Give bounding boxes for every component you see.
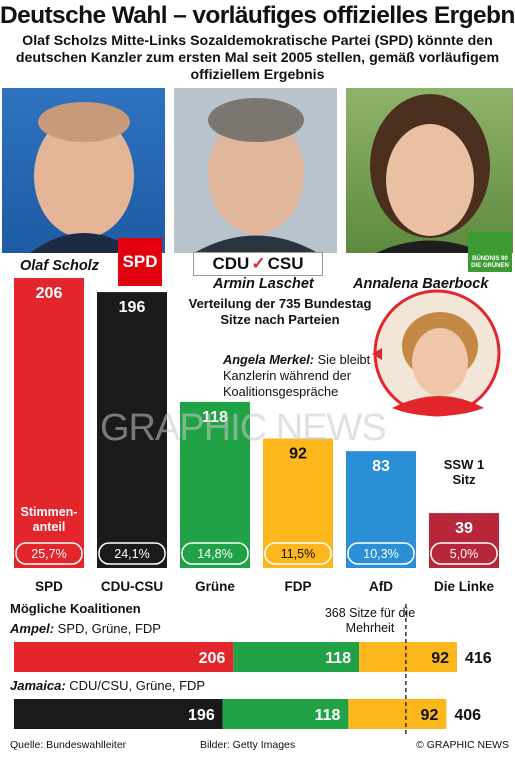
vote-share-label: Stimmen-anteil (20, 505, 78, 534)
category-label: AfD (369, 579, 393, 594)
coalition-ampel-name: Ampel: (10, 621, 55, 636)
photo-baerbock (346, 88, 513, 253)
candidate-name-laschet: Armin Laschet (213, 276, 314, 292)
vote-share-pill (15, 542, 83, 565)
coalition-segment-value: 118 (325, 650, 351, 667)
coalition-total: 416 (465, 650, 492, 667)
coalition-jamaica-parties: CDU/CSU, Grüne, FDP (65, 678, 206, 693)
majority-label: 368 Sitze für die Mehrheit (324, 606, 416, 635)
bar-value-label: 39 (455, 520, 473, 537)
portrait-baerbock (370, 94, 490, 253)
merkel-text: Sie bleibt Kanzlerin während der Koaliti… (223, 352, 371, 399)
coalition-segment (14, 699, 223, 729)
vote-share-pill (264, 542, 332, 565)
bar-value-label: 118 (202, 409, 228, 426)
vote-share-label: 10,3% (363, 547, 398, 561)
merkel-portrait (372, 289, 501, 417)
category-label: SPD (35, 579, 63, 594)
vote-share-label: 14,8% (197, 547, 232, 561)
vote-share-pill (181, 542, 249, 565)
candidate-name-baerbock: Annalena Baerbock (353, 276, 489, 292)
seats-bar-chart: 206 25,7% SPD 196 24,1% CDU-CSU 118 14,8% Grüne 9… (14, 278, 499, 594)
vote-share-pill (347, 542, 415, 565)
footer-images: Bilder: Getty Images (200, 739, 296, 751)
category-label: CDU-CSU (101, 579, 163, 594)
candidate-name-scholz: Olaf Scholz (20, 258, 99, 274)
coalition-segment-value: 118 (315, 707, 341, 724)
coalition-ampel-parties: SPD, Grüne, FDP (54, 621, 161, 636)
vote-share-label: 25,7% (31, 547, 66, 561)
coalition-segment-value: 196 (188, 707, 215, 724)
coalition-segment-value: 92 (431, 650, 449, 667)
bar-grüne (180, 401, 250, 568)
green-party-logo: BÜNDNIS 90 DIE GRÜNEN (468, 232, 512, 272)
vote-share-label: 5,0% (450, 547, 479, 561)
coalition-segment (233, 642, 360, 672)
merkel-name: Angela Merkel: (223, 352, 315, 367)
footer-credit: © GRAPHIC NEWS (416, 739, 509, 751)
ssw-note: SSW 1 Sitz (443, 457, 485, 487)
coalition-segment (348, 699, 447, 729)
coalition-segment (222, 699, 349, 729)
watermark: GRAPHIC NEWS (100, 407, 387, 449)
coalition-segment-value: 92 (421, 707, 439, 724)
vote-share-label: 11,5% (281, 547, 316, 561)
cdu-logo-text: CDU (212, 254, 250, 273)
bar-value-label: 196 (119, 299, 146, 316)
coalition-segment (14, 642, 234, 672)
category-label: Die Linke (434, 579, 495, 594)
photo-laschet (174, 88, 337, 253)
coalition-ampel-label: Ampel: SPD, Grüne, FDP (10, 621, 161, 636)
coalition-jamaica-label: Jamaica: CDU/CSU, Grüne, FDP (10, 678, 205, 693)
bar-spd (14, 278, 84, 568)
cdu-csu-logo: CDU ✓ CSU (193, 252, 323, 276)
bar-value-label: 206 (36, 285, 63, 302)
page-title: Deutsche Wahl – vorläufiges offizielles … (0, 2, 515, 29)
portrait-laschet (194, 98, 318, 253)
seats-note: Verteilung der 735 Bundestag Sitze nach … (188, 296, 372, 327)
bar-value-label: 92 (289, 445, 307, 462)
vote-share-pill (430, 542, 498, 565)
coalition-total: 406 (454, 707, 481, 724)
bar-cdu-csu (97, 292, 167, 568)
coalition-segment-value: 206 (199, 650, 226, 667)
vote-share-label: 24,1% (114, 547, 149, 561)
merkel-note: Angela Merkel: Sie bleibt Kanzlerin währ… (223, 352, 383, 400)
coalition-segment (359, 642, 457, 672)
photo-scholz (2, 88, 165, 253)
subtitle: Olaf Scholzs Mitte-Links Sozaldemokratis… (15, 33, 500, 83)
vote-share-pill (98, 542, 166, 565)
category-label: FDP (285, 579, 312, 594)
coalition-jamaica-name: Jamaica: (10, 678, 66, 693)
csu-logo-text: CSU (267, 254, 304, 273)
portrait-scholz (30, 102, 138, 253)
footer-source: Quelle: Bundeswahlleiter (10, 739, 127, 751)
spd-logo: SPD (118, 238, 162, 286)
coalitions-heading: Mögliche Koalitionen (10, 601, 141, 616)
bar-value-label: 83 (372, 458, 390, 475)
category-label: Grüne (195, 579, 235, 594)
